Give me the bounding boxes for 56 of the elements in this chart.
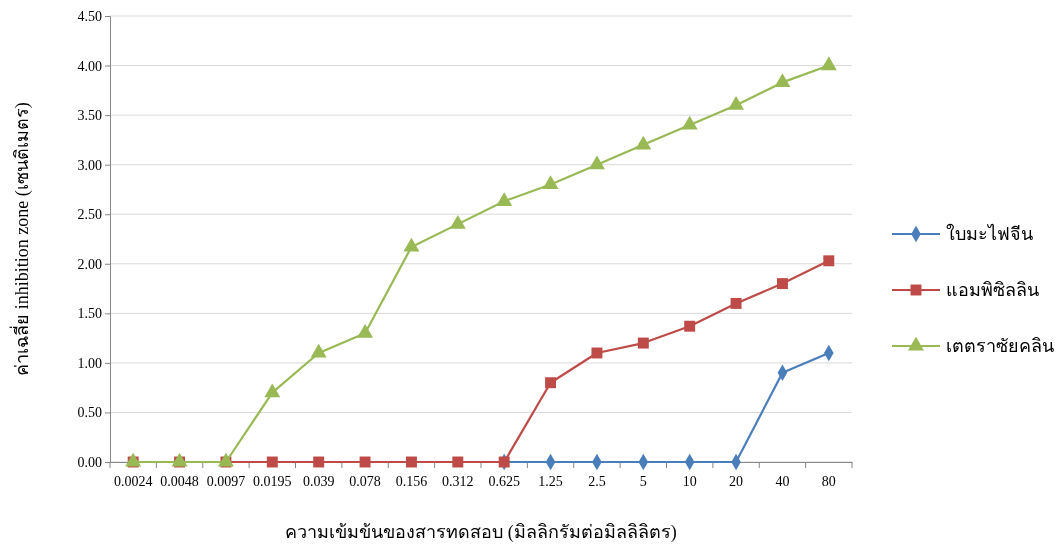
x-axis-title: ความเข้มข้นของสารทดสอบ (มิลลิกรัมต่อมิลลิลิตร) [285, 522, 677, 543]
point [684, 320, 696, 332]
point [776, 278, 788, 290]
x-tick-label: 0.0195 [253, 473, 292, 489]
point [820, 56, 837, 71]
legend-label: เตตราซัยคลิน [946, 336, 1054, 356]
point [637, 337, 649, 349]
point [774, 73, 791, 88]
legend-label: แอมพิซิลลิน [946, 280, 1039, 300]
point [266, 456, 278, 468]
point [405, 456, 417, 468]
point [357, 323, 374, 338]
y-tick-label: 2.50 [77, 207, 102, 223]
y-tick-label: 0.50 [77, 405, 102, 421]
point [313, 456, 325, 468]
x-tick-label: 10 [682, 473, 697, 489]
y-tick-label: 1.00 [77, 355, 102, 371]
point [403, 237, 420, 252]
point [588, 155, 605, 170]
point [823, 255, 835, 267]
y-tick-label: 1.50 [77, 306, 102, 322]
y-tick-label: 4.00 [77, 58, 102, 74]
x-tick-label: 0.312 [442, 473, 474, 489]
x-tick-label: 80 [821, 473, 836, 489]
x-tick-label: 0.039 [302, 473, 335, 489]
point [635, 135, 652, 150]
x-tick-label: 40 [775, 473, 790, 489]
point [542, 175, 559, 190]
point [310, 343, 327, 358]
x-tick-label: 0.078 [349, 473, 381, 489]
point [591, 347, 603, 359]
point [264, 383, 281, 398]
legend-label: ใบมะไฟจีน [946, 223, 1033, 244]
x-tick-label: 1.25 [538, 473, 563, 489]
point [359, 456, 371, 468]
x-tick-label: 0.625 [488, 473, 520, 489]
y-tick-label: 3.00 [77, 157, 102, 173]
point [728, 96, 745, 110]
y-tick-label: 3.50 [77, 108, 102, 124]
point [545, 377, 557, 389]
x-tick-label: 0.0024 [113, 473, 153, 489]
x-tick-label: 20 [729, 473, 744, 489]
x-tick-label: 5 [639, 473, 647, 489]
x-tick-label: 0.0097 [206, 473, 246, 489]
point [730, 297, 742, 309]
y-tick-label: 4.50 [77, 8, 102, 24]
y-axis-title: ค่าเฉลี่ย inhibition zone (เซนติเมตร) [9, 102, 33, 376]
point [452, 456, 464, 468]
x-tick-label: 0.156 [395, 473, 428, 489]
point [681, 115, 698, 130]
x-tick-label: 2.5 [588, 473, 606, 489]
y-tick-label: 2.00 [77, 256, 102, 272]
x-tick-label: 0.0048 [160, 473, 199, 489]
point [496, 192, 513, 206]
point [449, 214, 466, 229]
y-tick-label: 0.00 [77, 454, 102, 470]
